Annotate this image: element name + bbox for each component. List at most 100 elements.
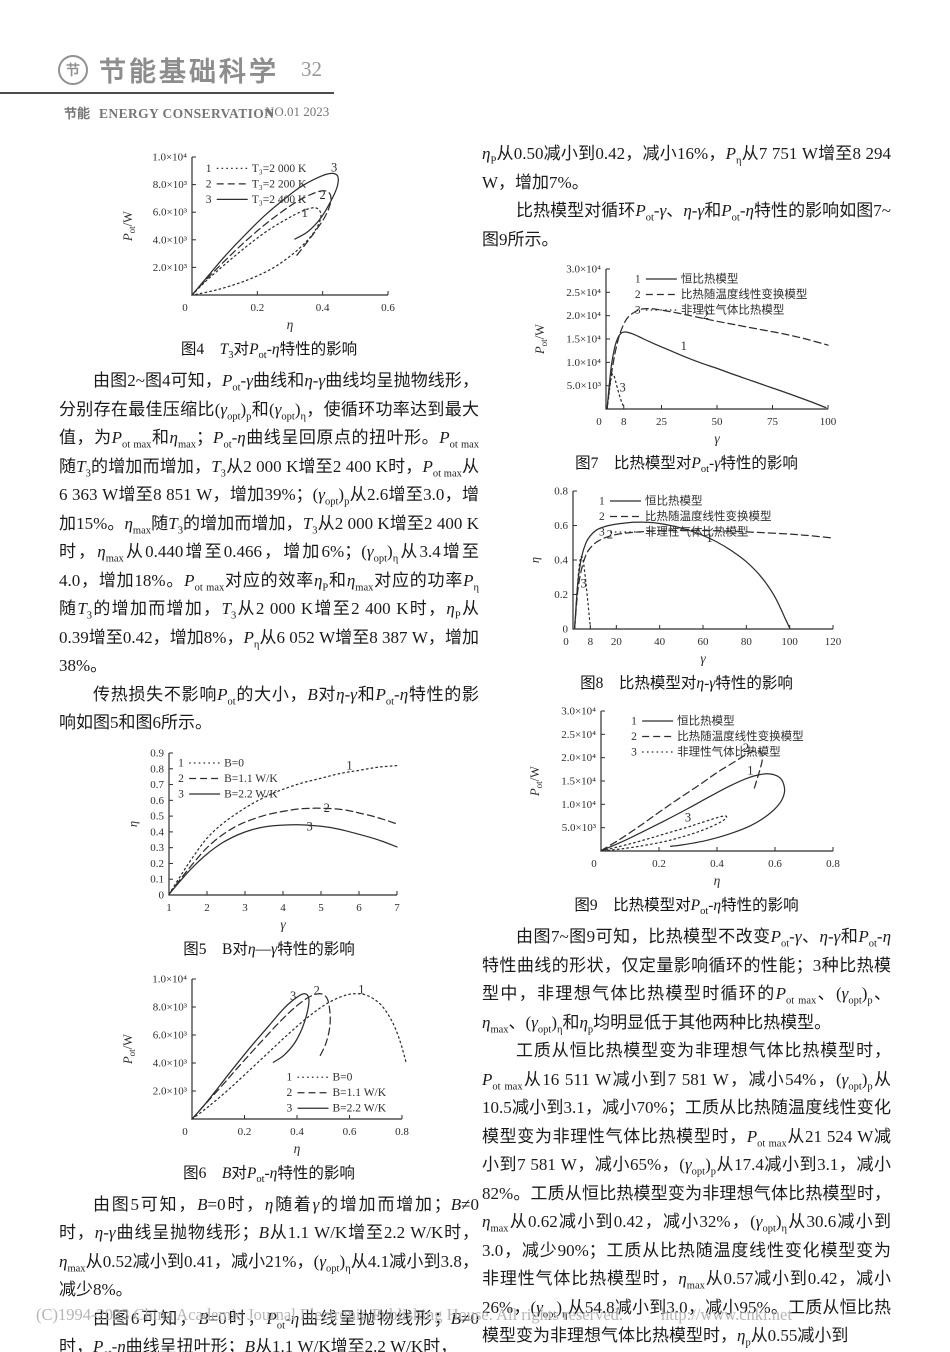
svg-text:3: 3 — [331, 160, 337, 174]
footer: (C)1994-2023 China Academic Journal Elec… — [36, 1305, 792, 1325]
svg-text:0.2: 0.2 — [652, 858, 666, 870]
figure-8: 0 8 20 40 60 80 100 120 0 0.2 0.4 0.6 0.8 η γ 1 2 3 1 恒比热模型… — [482, 481, 891, 694]
figure-9-chart: 0 0.2 0.4 0.6 0.8 5.0×10³ 1.0×10⁴ 1.5×10⁴ 2.0×10… — [482, 701, 891, 893]
svg-text:2.0×10³: 2.0×10³ — [153, 1085, 188, 1097]
svg-text:0.8: 0.8 — [826, 858, 840, 870]
paragraph-fig6-analysis: 由图6可知，B=0时，Pot-η曲线呈抛物线形；B≠0时，Pot-η曲线呈扭叶形… — [59, 1308, 480, 1352]
svg-text:8.0×10³: 8.0×10³ — [153, 1001, 188, 1013]
svg-text:100: 100 — [781, 636, 798, 648]
svg-text:η: η — [287, 317, 294, 332]
svg-text:3.0×10⁴: 3.0×10⁴ — [566, 264, 601, 276]
svg-text:2.5×10⁴: 2.5×10⁴ — [566, 287, 601, 299]
svg-text:1: 1 — [599, 496, 605, 508]
paragraph-model-comparison: 工质从恒比热模型变为非理想气体比热模型时，Pot max从16 511 W减小到… — [482, 1041, 892, 1349]
svg-text:5: 5 — [318, 902, 324, 914]
figure-7-chart: 0 8 25 50 75 100 5.0×10³ 1.0×10⁴ 1.5×10⁴ 2.0×10⁴ 2… — [482, 259, 891, 451]
figure-4-caption: 图4 T3对Pot-η特性的影响 — [180, 341, 358, 362]
svg-text:6: 6 — [356, 902, 362, 914]
svg-text:2: 2 — [702, 308, 708, 322]
svg-text:4.0×10³: 4.0×10³ — [153, 1057, 188, 1069]
svg-text:3: 3 — [290, 989, 296, 1003]
svg-text:0.6: 0.6 — [150, 794, 164, 806]
svg-text:T₃=2 200 K: T₃=2 200 K — [252, 178, 307, 190]
svg-text:B=1.1 W/K: B=1.1 W/K — [224, 773, 278, 785]
svg-text:η: η — [528, 557, 542, 563]
svg-text:0: 0 — [563, 636, 569, 648]
svg-text:0.9: 0.9 — [150, 747, 164, 759]
svg-text:0.2: 0.2 — [250, 302, 264, 314]
svg-text:B=0: B=0 — [333, 1071, 353, 1083]
svg-text:0.3: 0.3 — [150, 842, 164, 854]
svg-text:60: 60 — [697, 636, 709, 648]
svg-text:1.0×10⁴: 1.0×10⁴ — [152, 152, 187, 164]
svg-text:6.0×10³: 6.0×10³ — [153, 207, 188, 219]
journal-name-en: ENERGY CONSERVATION — [99, 106, 275, 121]
journal-name-cn: 节能 — [64, 106, 91, 121]
svg-text:50: 50 — [711, 416, 723, 428]
svg-text:5.0×10³: 5.0×10³ — [561, 822, 596, 834]
svg-text:2: 2 — [314, 983, 320, 997]
svg-text:Pot/W: Pot/W — [533, 324, 549, 355]
svg-text:1: 1 — [166, 902, 172, 914]
svg-text:3: 3 — [634, 305, 640, 317]
svg-text:B=0: B=0 — [224, 757, 244, 769]
cnki-url: http://www.cnki.net — [661, 1305, 792, 1324]
svg-text:B=1.1 W/K: B=1.1 W/K — [333, 1087, 387, 1099]
figure-6-chart: 0 0.2 0.4 0.6 0.8 2.0×10³ 4.0×10³ 6.0×10³ 8.0×10… — [59, 967, 479, 1161]
svg-text:η: η — [294, 1141, 301, 1156]
svg-text:0.5: 0.5 — [150, 810, 164, 822]
svg-text:0: 0 — [182, 1126, 188, 1138]
section-title: 节能基础科学 — [99, 57, 279, 87]
svg-text:T₃=2 400 K: T₃=2 400 K — [252, 194, 307, 206]
svg-text:Pot/W: Pot/W — [121, 1033, 137, 1064]
svg-text:4.0×10³: 4.0×10³ — [153, 234, 188, 246]
svg-text:20: 20 — [610, 636, 622, 648]
svg-text:3: 3 — [287, 1102, 293, 1114]
right-column: ηP从0.50减小到0.42，减小16%，Pη从7 751 W增至8 294 W… — [482, 140, 891, 1351]
left-column: 0 0.2 0.4 0.6 2.0×10³ 4.0×10³ 6.0×10³ 8.0×10³ 1.… — [59, 140, 479, 1352]
svg-text:0.6: 0.6 — [381, 302, 395, 314]
svg-text:0.4: 0.4 — [554, 555, 568, 567]
figure-9: 0 0.2 0.4 0.6 0.8 5.0×10³ 1.0×10⁴ 1.5×10⁴ 2.0×10… — [482, 701, 891, 917]
svg-text:非理性气体比热模型: 非理性气体比热模型 — [645, 525, 749, 539]
svg-text:比热随温度线性变换模型: 比热随温度线性变换模型 — [680, 287, 807, 301]
figure-6: 0 0.2 0.4 0.6 0.8 2.0×10³ 4.0×10³ 6.0×10³ 8.0×10… — [59, 967, 479, 1184]
svg-text:120: 120 — [824, 636, 841, 648]
svg-text:0: 0 — [596, 416, 602, 428]
figure-5-chart: 1 2 3 4 5 6 7 0 0.1 0.2 0.3 0.4 0.5 0.6 0.7 0.8 0.9 η γ 1 2 3… — [59, 743, 479, 937]
svg-text:3: 3 — [684, 811, 690, 825]
copyright-text: (C)1994-2023 China Academic Journal Elec… — [36, 1305, 624, 1324]
svg-text:恒比热模型: 恒比热模型 — [680, 272, 738, 286]
svg-text:1: 1 — [358, 982, 364, 996]
paragraph-specific-heat-intro: 比热模型对循环Pot-γ、η-γ和Pot-η特性的影响如图7~图9所示。 — [482, 201, 892, 249]
svg-text:0.4: 0.4 — [316, 302, 330, 314]
svg-text:0: 0 — [591, 858, 597, 870]
svg-text:1.5×10⁴: 1.5×10⁴ — [566, 334, 601, 346]
svg-text:40: 40 — [654, 636, 666, 648]
svg-text:B=2.2 W/K: B=2.2 W/K — [224, 788, 278, 800]
figure-7: 0 8 25 50 75 100 5.0×10³ 1.0×10⁴ 1.5×10⁴ 2.0×10⁴ 2… — [482, 259, 891, 475]
svg-text:Pot/W: Pot/W — [528, 766, 544, 797]
paragraph-heat-loss-intro: 传热损失不影响Pot的大小，B对η-γ和Pot-η特性的影响如图5和图6所示。 — [59, 684, 480, 733]
svg-text:100: 100 — [819, 416, 836, 428]
svg-text:0.6: 0.6 — [554, 520, 568, 532]
svg-text:2: 2 — [634, 289, 640, 301]
journal-name-line: 节能 ENERGY CONSERVATION — [64, 103, 274, 122]
svg-text:2: 2 — [320, 188, 326, 202]
svg-text:1: 1 — [206, 163, 212, 175]
svg-text:8.0×10³: 8.0×10³ — [153, 179, 188, 191]
svg-text:1: 1 — [634, 274, 640, 286]
svg-text:2: 2 — [324, 801, 330, 815]
svg-text:2: 2 — [204, 902, 210, 914]
svg-text:0.4: 0.4 — [150, 826, 164, 838]
svg-text:1: 1 — [178, 757, 184, 769]
svg-text:γ: γ — [700, 651, 706, 666]
svg-text:1: 1 — [680, 339, 686, 353]
svg-text:2: 2 — [606, 527, 612, 541]
svg-text:1: 1 — [287, 1071, 293, 1083]
svg-text:0.4: 0.4 — [290, 1126, 304, 1138]
svg-text:3: 3 — [206, 194, 212, 206]
svg-text:2: 2 — [599, 511, 605, 523]
svg-text:0.2: 0.2 — [554, 589, 568, 601]
